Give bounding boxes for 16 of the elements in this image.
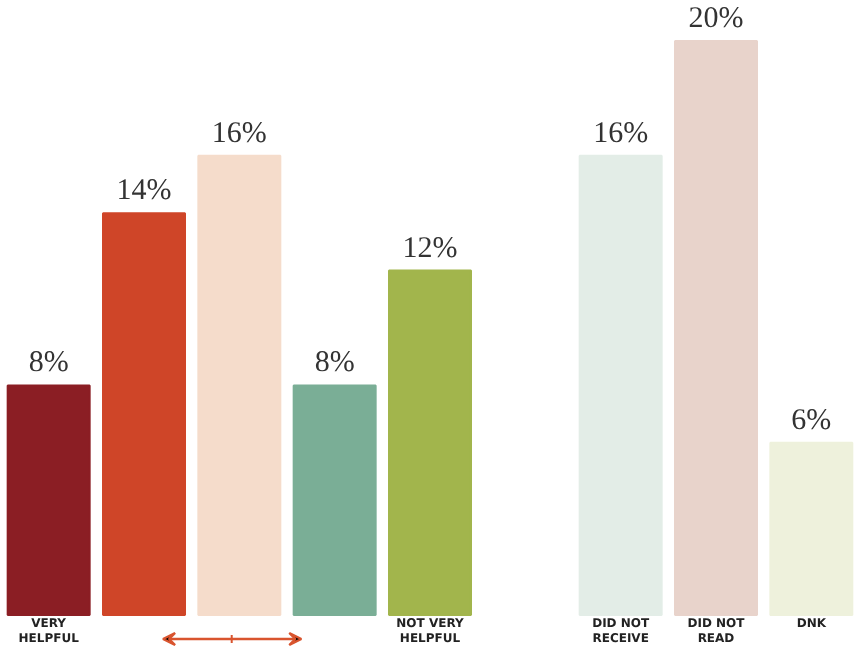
bar (292, 384, 377, 616)
data-label: 16% (211, 117, 267, 150)
bar (197, 154, 282, 616)
bar (769, 441, 854, 616)
data-label: 14% (116, 175, 172, 208)
data-label: 16% (593, 117, 649, 150)
bar (388, 269, 472, 616)
bar (578, 154, 663, 616)
bar (102, 212, 186, 616)
bar (674, 40, 758, 616)
data-label: 20% (688, 3, 744, 35)
bar (6, 384, 91, 616)
data-label: 12% (402, 232, 458, 265)
data-label: 6% (791, 404, 832, 437)
data-label: 8% (28, 347, 69, 380)
data-label: 8% (314, 347, 355, 380)
